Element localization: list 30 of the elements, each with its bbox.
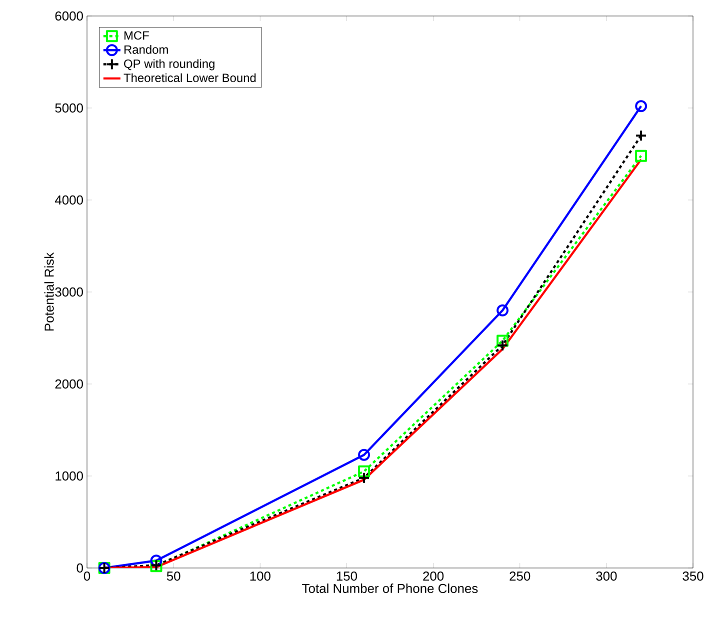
point [635, 100, 648, 112]
y-tick-label: 6000 [55, 11, 83, 21]
x-axis-title: Total Number of Phone Clones [302, 584, 478, 594]
x-tick-label: 50 [166, 572, 180, 581]
point [358, 448, 370, 461]
y-tick-label: 1000 [56, 471, 83, 481]
point [358, 472, 370, 484]
legend-label: QP with rounding [124, 59, 214, 70]
point [150, 554, 162, 567]
legend-label: Random [124, 45, 168, 54]
point [496, 339, 509, 352]
y-tick-label: 5000 [55, 103, 83, 113]
x-tick-label: 150 [336, 572, 358, 581]
x-tick-label: 350 [682, 572, 704, 581]
point [358, 465, 370, 478]
x-tick-label: 250 [510, 572, 530, 581]
point [496, 304, 509, 316]
x-tick-label: 100 [250, 572, 270, 581]
legend-label: MCF [124, 31, 149, 40]
point [635, 130, 648, 142]
x-tick-label: 0 [84, 572, 90, 581]
legend-label: Theoretical Lower Bound [124, 73, 256, 82]
point [635, 150, 648, 162]
y-tick-label: 3000 [55, 287, 83, 297]
x-tick-label: 200 [423, 572, 444, 581]
y-tick-label: 0 [76, 563, 83, 573]
y-axis-title: Potential Risk [44, 252, 54, 331]
x-tick-label: 300 [596, 572, 617, 581]
y-tick-label: 4000 [54, 195, 83, 205]
y-tick-label: 2000 [55, 379, 83, 389]
